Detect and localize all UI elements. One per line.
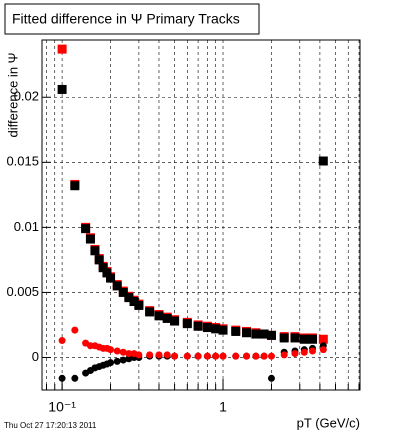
square-marker: [154, 311, 164, 321]
y-tick-label: 0.02: [14, 89, 39, 104]
circle-marker: [243, 352, 251, 360]
square-marker: [299, 334, 309, 344]
circle-marker: [125, 350, 133, 358]
circle-marker: [203, 352, 211, 360]
footer: Thu Oct 27 17:20:13 2011: [4, 421, 97, 430]
square-marker: [118, 287, 128, 297]
circle-marker: [194, 352, 202, 360]
square-marker: [134, 300, 144, 310]
circle-marker: [113, 347, 121, 355]
x-tick-label: 1: [219, 399, 227, 415]
circle-marker: [146, 351, 154, 359]
square-marker: [124, 293, 134, 303]
square-marker: [102, 268, 112, 278]
square-marker: [242, 328, 252, 338]
y-tick-label: 0.015: [6, 154, 39, 169]
circle-marker: [171, 352, 179, 360]
square-marker: [193, 321, 203, 331]
circle-marker: [113, 357, 121, 365]
y-tick-label: 0: [32, 349, 39, 364]
chart-title: Fitted difference in Ψ Primary Tracks: [12, 11, 240, 27]
circle-marker: [71, 326, 79, 334]
square-marker: [259, 329, 269, 339]
circle-marker: [319, 346, 327, 354]
square-marker: [231, 326, 241, 336]
square-marker: [279, 333, 289, 343]
square-marker: [218, 325, 228, 335]
title-box: [4, 3, 260, 35]
square-marker: [112, 281, 122, 291]
circle-marker: [119, 348, 127, 356]
square-marker: [70, 181, 80, 191]
square-marker: [81, 224, 91, 234]
y-axis-label: difference in Ψ: [5, 52, 20, 137]
x-tick-label: 10⁻¹: [48, 399, 76, 415]
square-marker: [308, 334, 318, 344]
square-marker: [318, 334, 328, 344]
square-marker: [318, 156, 328, 166]
square-marker: [57, 84, 67, 94]
square-marker: [211, 324, 221, 334]
square-marker: [290, 333, 300, 343]
square-marker: [85, 234, 95, 244]
x-axis-label: pT (GeV/c): [297, 415, 360, 430]
circle-marker: [107, 359, 115, 367]
circle-marker: [212, 352, 220, 360]
square-marker: [251, 329, 261, 339]
circle-marker: [300, 348, 308, 356]
square-marker: [57, 44, 67, 54]
square-marker: [266, 330, 276, 340]
circle-marker: [252, 352, 260, 360]
square-marker: [98, 263, 108, 273]
frame: [41, 39, 361, 391]
square-marker: [170, 316, 180, 326]
circle-marker: [267, 374, 275, 382]
circle-marker: [280, 351, 288, 359]
circle-marker: [71, 374, 79, 382]
y-tick-label: 0.01: [14, 219, 39, 234]
circle-marker: [309, 347, 317, 355]
square-marker: [106, 273, 116, 283]
circle-marker: [291, 350, 299, 358]
square-marker: [145, 307, 155, 317]
circle-marker: [107, 346, 115, 354]
circle-marker: [163, 351, 171, 359]
square-marker: [162, 313, 172, 323]
y-tick-label: 0.005: [6, 284, 39, 299]
square-marker: [182, 319, 192, 329]
circle-marker: [219, 352, 227, 360]
circle-marker: [58, 337, 66, 345]
circle-marker: [119, 356, 127, 364]
circle-marker: [58, 374, 66, 382]
circle-marker: [267, 352, 275, 360]
square-marker: [202, 323, 212, 333]
square-marker: [90, 246, 100, 256]
circle-marker: [232, 352, 240, 360]
square-marker: [129, 297, 139, 307]
square-marker: [94, 255, 104, 265]
circle-marker: [135, 351, 143, 359]
circle-marker: [183, 352, 191, 360]
circle-marker: [260, 352, 268, 360]
circle-marker: [155, 351, 163, 359]
